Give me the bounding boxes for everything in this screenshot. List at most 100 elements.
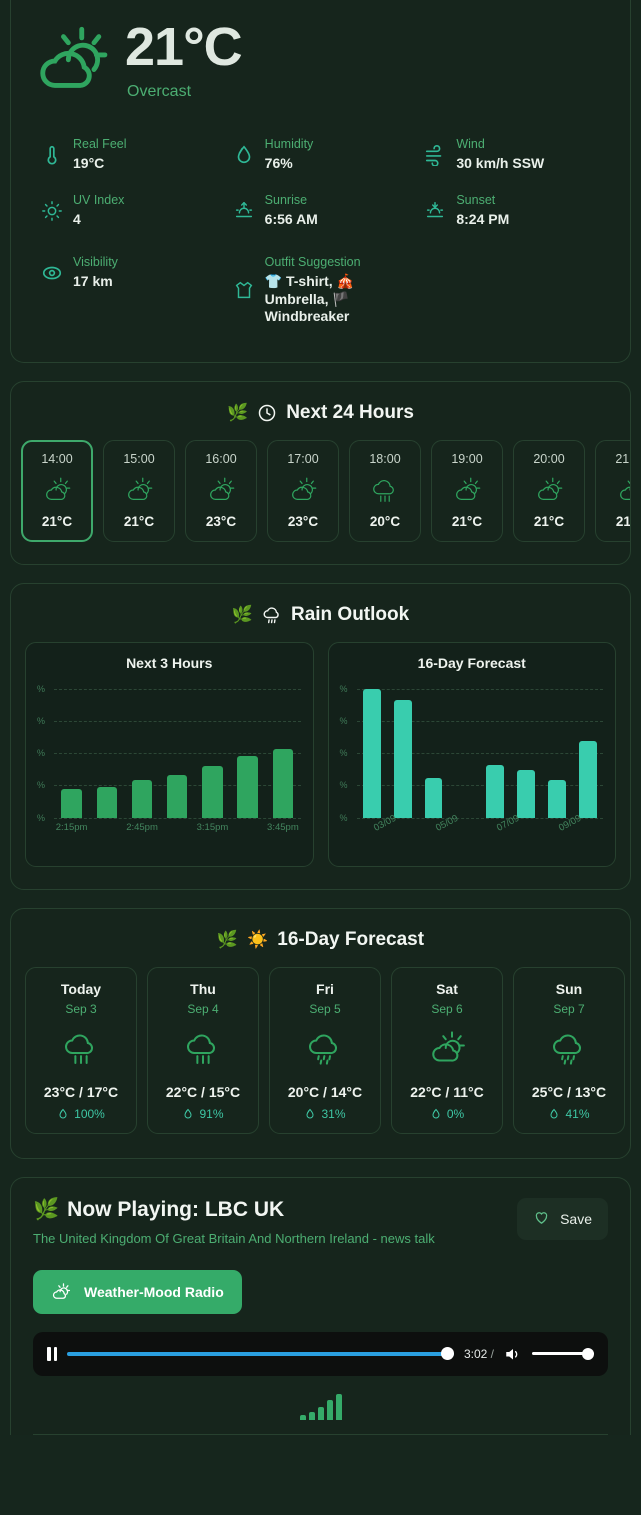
equalizer-bar [317,1406,324,1420]
volume-icon[interactable] [504,1346,522,1362]
hourly-cell[interactable]: 15:00 21°C [103,439,175,542]
metric-sunset: Sunset 8:24 PM [416,183,608,239]
daily-temps: 23°C / 17°C [43,1083,119,1100]
hourly-temp: 23°C [287,513,319,529]
volume-knob[interactable] [582,1347,594,1360]
now-playing-card: 🌿 Now Playing: LBC UK The United Kingdom… [10,1176,631,1435]
metrics-row-1: Real Feel 19°C Humidity 76% [33,127,608,183]
daily-precip-value: 91% [199,1106,224,1121]
chart-title: Next 3 Hours [126,654,213,671]
hourly-cell[interactable]: 18:00 20°C [349,439,421,542]
gridline [356,817,603,819]
chart-plot: %%%%% 2:15pm 2:45pm 3:15pm 3:45pm [34,681,305,856]
x-axis-tick: 2:45pm [126,821,158,833]
metric-outfit-suggestion: Outfit Suggestion 👕 T-shirt, 🎪 Umbrella,… [225,245,417,336]
y-axis-tick: % [339,780,348,791]
seek-knob[interactable] [440,1347,454,1360]
pause-icon[interactable] [47,1346,57,1361]
daily-cell[interactable]: Thu Sep 4 22°C / 15°C 91% [147,966,259,1134]
metric-spacer [416,245,608,301]
metric-value: 76% [264,155,293,172]
chart-bar [272,749,294,818]
hourly-time: 14:00 [41,451,73,466]
volume-track [532,1352,594,1355]
daily-cell[interactable]: Sun Sep 7 25°C / 13°C 41% [513,966,625,1134]
metric-value: 30 km/h SSW [456,155,545,172]
shirt-icon [233,279,255,301]
metric-value: 17 km [73,273,113,290]
daily-temps: 20°C / 14°C [287,1083,363,1100]
hourly-temp: 20°C [369,513,401,529]
hourly-cell[interactable]: 17:00 23°C [267,439,339,542]
daily-date: Sep 5 [309,1001,341,1016]
daily-cell[interactable]: Sat Sep 6 22°C / 11°C 0% [391,966,503,1134]
daily-day-name: Today [60,980,102,997]
hourly-section-header: 🌿 Next 24 Hours [11,382,630,440]
chart-bar [131,780,153,818]
daily-scroll-strip[interactable]: Today Sep 3 23°C / 17°C 100% Thu Sep 4 22°C / … [11,966,630,1134]
hourly-cell[interactable]: 14:00 21°C [21,439,93,542]
eye-icon [41,262,63,284]
bar-slot [160,689,195,818]
bar-slot [124,689,159,818]
playback-time: 3:02 / [464,1347,494,1361]
partly-cloudy-icon [534,475,564,505]
bar-slot [195,689,230,818]
sun-icon: ☀️ [247,930,269,949]
daily-cell[interactable]: Today Sep 3 23°C / 17°C 100% [25,966,137,1134]
humidity-drop-icon [184,1108,192,1118]
daily-section-header: 🌿 ☀️ 16-Day Forecast [11,909,630,967]
hourly-cell[interactable]: 20:00 21°C [513,439,585,542]
volume-slider[interactable] [532,1347,594,1360]
humidity-drop-icon [550,1108,558,1118]
daily-temps: 25°C / 13°C [531,1083,607,1100]
bar-slot [89,689,124,818]
gridline [356,720,603,722]
chart-plot: %%%%% 03/09 05/09 07/09 09/09 [337,681,608,856]
rain-charts-row: Next 3 Hours %%%%% 2:15pm 2:45pm 3:15pm 3:4… [11,641,630,867]
metric-humidity: Humidity 76% [225,127,417,183]
bar-slot [572,689,603,818]
bar-slot [387,689,418,818]
drizzle-icon [549,1028,589,1068]
chart-bar [517,769,535,818]
y-axis-tick: % [37,715,46,726]
metric-value: 8:24 PM [456,211,510,228]
rain-section-header: 🌿 Rain Outlook [11,584,630,642]
weather-app-page: 21°C Overcast Real Feel 19°C [10,0,631,1435]
now-playing-title-row: 🌿 Now Playing: LBC UK [33,1198,435,1222]
save-button[interactable]: Save [517,1197,608,1240]
rain-cloud-icon [262,605,282,625]
metric-label: UV Index [73,193,125,208]
hourly-scroll-strip[interactable]: 14:00 21°C 15:00 21°C 16:00 23°C 17:00 23°C 18:0… [11,439,630,542]
partly-cloudy-icon [206,475,236,505]
hourly-cell[interactable]: 21:00 21°C [595,439,630,542]
equalizer-bar [335,1393,342,1420]
daily-precip-chance: 41% [548,1106,590,1121]
partly-cloudy-icon [616,475,630,505]
bar-slot [54,689,89,818]
hourly-temp: 23°C [205,513,237,529]
chart-bar [578,741,597,818]
daily-temps: 22°C / 11°C [410,1083,484,1100]
daily-precip-chance: 100% [57,1107,105,1121]
chart-bar [202,765,223,818]
weather-mood-radio-button[interactable]: Weather-Mood Radio [33,1269,242,1314]
humidity-drop-icon [59,1108,67,1118]
hourly-cell[interactable]: 19:00 21°C [431,439,503,542]
thermometer-icon [41,144,63,166]
hourly-time: 18:00 [369,451,401,466]
chart-bar [486,764,505,818]
drizzle-icon [305,1028,345,1068]
audio-equalizer [33,1393,608,1420]
metrics-grid: Real Feel 19°C Humidity 76% [33,127,608,336]
daily-cell[interactable]: Fri Sep 5 20°C / 14°C 31% [269,966,381,1134]
daily-day-name: Thu [190,980,216,997]
leaf-icon: 🌿 [33,1197,60,1221]
daily-precip-value: 41% [565,1106,590,1121]
x-axis-labels: 2:15pm 2:45pm 3:15pm 3:45pm [54,820,301,856]
partly-cloudy-icon [427,1028,467,1068]
hourly-cell[interactable]: 16:00 23°C [185,439,257,542]
daily-day-name: Sun [555,980,583,997]
seek-slider[interactable] [67,1347,454,1361]
